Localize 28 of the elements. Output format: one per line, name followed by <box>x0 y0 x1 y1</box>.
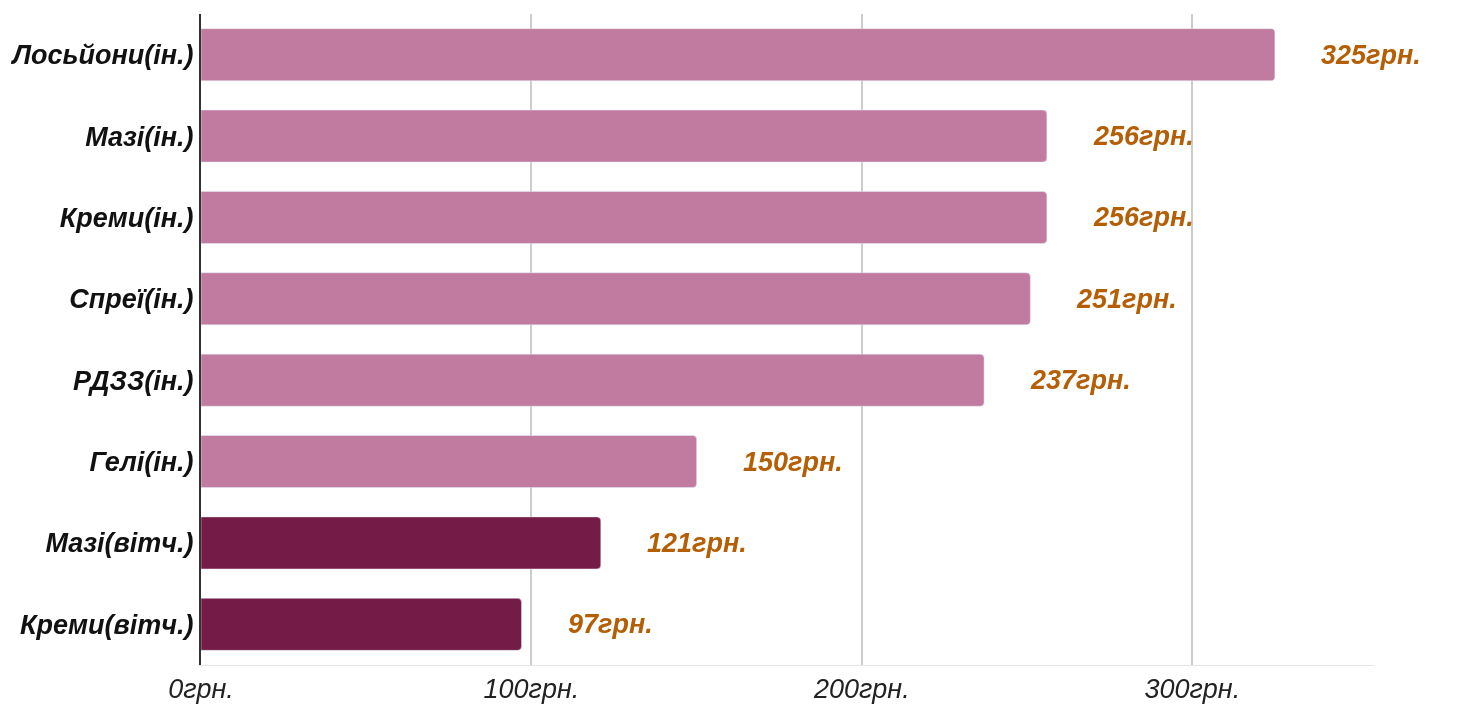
data-label: 121грн. <box>647 528 747 558</box>
data-label: 97грн. <box>568 609 653 639</box>
x-tick-label: 200грн. <box>812 674 910 705</box>
y-tick-label: Мазі(вітч.) <box>45 528 194 559</box>
bar <box>201 272 1031 326</box>
bar <box>201 353 985 407</box>
y-tick-label: Креми(ін.) <box>59 202 194 233</box>
data-label: 150грн. <box>743 447 843 477</box>
y-tick-label: Мазі(ін.) <box>85 121 194 152</box>
bar <box>201 435 697 488</box>
data-label: 325грн. <box>1321 40 1421 70</box>
y-tick-label: Лосьйони(ін.) <box>10 40 194 71</box>
x-tick-label: 300грн. <box>1144 674 1241 705</box>
data-label: 256грн. <box>1093 202 1194 232</box>
bar <box>201 28 1276 81</box>
bar <box>201 598 522 651</box>
x-tick-label: 100грн. <box>483 674 580 705</box>
bar <box>201 109 1048 163</box>
bar <box>201 191 1048 244</box>
x-tick-label: 0грн. <box>168 674 234 705</box>
data-label: 251грн. <box>1076 284 1177 314</box>
data-label: 256грн. <box>1093 121 1194 151</box>
y-tick-label: Креми(вітч.) <box>19 609 194 640</box>
y-tick-label: РДЗЗ(ін.) <box>73 365 194 396</box>
data-label: 237грн. <box>1030 365 1131 395</box>
y-tick-label: Гелі(ін.) <box>89 447 194 478</box>
bar <box>201 516 602 570</box>
y-tick-label: Спреї(ін.) <box>69 284 194 315</box>
